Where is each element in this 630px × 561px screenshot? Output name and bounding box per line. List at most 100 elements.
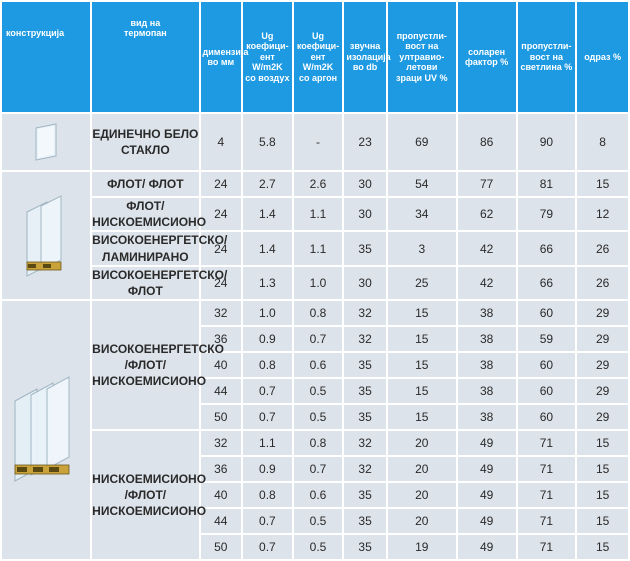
table-cell: 35 — [344, 379, 386, 404]
table-cell: 29 — [577, 301, 628, 326]
table-cell: 44 — [200, 379, 242, 404]
table-row: ФЛОТ/ ФЛОТ 24 2.7 2.6 30 54 77 81 15 — [2, 172, 628, 300]
table-row: 40 0.8 0.6 35 20 49 71 15 — [2, 483, 628, 508]
table-cell: 24 — [200, 198, 242, 231]
table-cell: 40 — [200, 483, 242, 508]
table-cell: 15 — [387, 327, 456, 352]
table-cell: 0.8 — [293, 431, 343, 456]
type-triple-b: НИСКОЕМИСИОНО/ФЛОТ/НИСКОЕМИСИОНО — [92, 431, 206, 560]
table-cell: 38 — [457, 353, 516, 378]
table-cell: 0.7 — [293, 457, 343, 482]
table-row: 44 0.7 0.5 35 15 38 60 29 — [2, 379, 628, 404]
table-cell: 15 — [387, 405, 456, 430]
table-cell: 1.1 — [293, 232, 343, 265]
table-cell: 49 — [457, 457, 516, 482]
table-cell: 90 — [517, 114, 576, 170]
header-ug-argon: Ug коефици-ент W/m2K со аргон — [293, 2, 343, 112]
table-cell: 1.3 — [243, 266, 292, 300]
table-cell: 15 — [577, 509, 628, 534]
table-cell: 2.7 — [243, 172, 292, 196]
table-cell: 35 — [344, 509, 386, 534]
table-cell: 38 — [457, 379, 516, 404]
table-cell: 4 — [200, 114, 242, 170]
table-row: 40 0.8 0.6 35 15 38 60 29 — [2, 353, 628, 378]
table-cell: 0.7 — [243, 509, 292, 534]
table-cell: 32 — [200, 301, 242, 326]
table-cell: 0.7 — [293, 327, 343, 352]
header-dimension: димензија во мм — [200, 2, 248, 112]
table-cell: 0.6 — [293, 483, 343, 508]
table-cell: 15 — [387, 301, 456, 326]
table-cell: 32 — [344, 301, 386, 326]
header-light-transmission: пропустли-вост на светлина % — [517, 2, 576, 112]
table-cell: 0.6 — [293, 353, 343, 378]
table-cell: 71 — [517, 483, 576, 508]
type-single: ЕДИНЕЧНО БЕЛО СТАКЛО — [92, 114, 199, 170]
table-cell: 35 — [344, 535, 386, 560]
table-cell: 29 — [577, 327, 628, 352]
table-cell: 60 — [517, 379, 576, 404]
table-row: 36 0.9 0.7 32 15 38 59 29 — [2, 327, 628, 352]
table-cell: 29 — [577, 353, 628, 378]
table-row: ФЛОТ/НИСКОЕМИСИОНО 24 1.4 1.1 30 34 62 7… — [2, 198, 628, 231]
header-reflection: одраз % — [577, 2, 628, 112]
table-cell: 49 — [457, 483, 516, 508]
table-cell: 15 — [577, 431, 628, 456]
table-cell: 49 — [457, 535, 516, 560]
triple-glass-image — [2, 301, 91, 560]
table-cell: 35 — [344, 483, 386, 508]
table-cell: 30 — [344, 172, 386, 196]
table-cell: 20 — [387, 509, 456, 534]
table-row: ВИСОКОЕНЕРГЕТСКО/ФЛОТ 24 1.3 1.0 30 25 4… — [2, 266, 628, 300]
table-cell: 24 — [200, 172, 242, 196]
table-cell: 0.5 — [293, 405, 343, 430]
header-type: вид на термопан — [92, 2, 199, 112]
table-cell: 66 — [517, 232, 576, 265]
table-cell: 1.0 — [293, 266, 343, 300]
table-cell: 24 — [200, 266, 242, 300]
header-uv-transmission: пропустли-вост на ултравио-летови зраци UV… — [387, 2, 456, 112]
table-cell: 20 — [387, 431, 456, 456]
table-cell: 5.8 — [243, 114, 292, 170]
table-cell: 1.1 — [293, 198, 343, 231]
table-cell: 25 — [387, 266, 456, 300]
table-cell: 60 — [517, 301, 576, 326]
table-cell: 19 — [387, 535, 456, 560]
table-cell: 40 — [200, 353, 242, 378]
table-cell: 0.9 — [243, 457, 292, 482]
table-cell: 49 — [457, 431, 516, 456]
table-cell: 32 — [344, 457, 386, 482]
table-cell: 2.6 — [293, 172, 343, 196]
table-cell: 0.7 — [243, 535, 292, 560]
table-cell: 49 — [457, 509, 516, 534]
header-row: конструкција вид на термопан димензија во … — [2, 2, 628, 112]
table-cell: 1.4 — [243, 198, 292, 231]
table-cell: 81 — [517, 172, 576, 196]
table-cell: 36 — [200, 327, 242, 352]
table-cell: 15 — [577, 483, 628, 508]
table-cell: 71 — [517, 431, 576, 456]
table-cell: 38 — [457, 301, 516, 326]
double-glass-image — [2, 172, 91, 300]
table-cell: 23 — [344, 114, 386, 170]
table-cell: 35 — [344, 353, 386, 378]
table-cell: 32 — [344, 327, 386, 352]
table-cell: 38 — [457, 327, 516, 352]
header-construction: конструкција — [2, 2, 91, 112]
table-row: ВИСОКОЕНЕРГЕТСКО/ЛАМИНИРАНО 24 1.4 1.1 3… — [2, 232, 628, 265]
table-row: 50 0.7 0.5 35 15 38 60 29 — [2, 405, 628, 430]
table-cell: 15 — [577, 457, 628, 482]
table-cell: 36 — [200, 457, 242, 482]
table-cell: 15 — [577, 172, 628, 196]
table-cell: 50 — [200, 535, 242, 560]
table-cell: 8 — [577, 114, 628, 170]
table-cell: 69 — [387, 114, 456, 170]
table-cell: 66 — [517, 266, 576, 300]
table-cell: 3 — [387, 232, 456, 265]
table-cell: 15 — [387, 353, 456, 378]
type-triple-a: ВИСОКОЕНЕРГЕТСКО/ФЛОТ/НИСКОЕМИСИОНО — [92, 301, 224, 430]
table-cell: 29 — [577, 379, 628, 404]
table-cell: 42 — [457, 266, 516, 300]
table-cell: 0.8 — [243, 353, 292, 378]
